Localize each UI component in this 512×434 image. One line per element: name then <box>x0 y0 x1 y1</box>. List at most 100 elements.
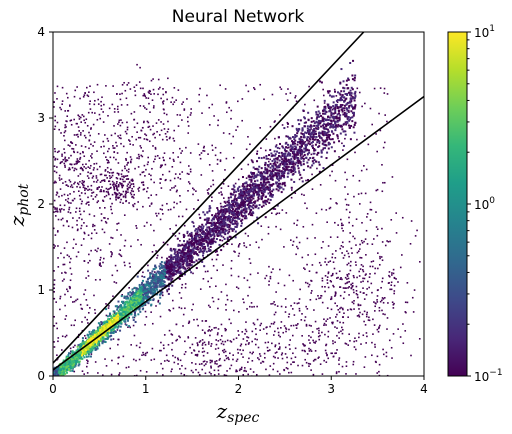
density-point <box>290 304 292 307</box>
density-point <box>128 186 130 189</box>
density-point <box>344 98 347 101</box>
density-point <box>270 322 273 325</box>
density-point <box>261 360 264 363</box>
density-point <box>261 174 264 177</box>
density-point <box>327 271 330 273</box>
density-point <box>179 264 182 267</box>
density-point <box>294 163 297 166</box>
density-point <box>89 134 91 137</box>
density-point <box>117 162 120 164</box>
density-point <box>96 250 98 253</box>
density-point <box>97 247 99 250</box>
density-point <box>103 217 105 219</box>
density-point <box>166 290 169 293</box>
density-point <box>340 330 342 333</box>
density-point <box>54 245 56 247</box>
density-point <box>81 114 84 116</box>
density-point <box>104 358 106 360</box>
density-point <box>225 303 227 306</box>
density-point <box>150 93 152 96</box>
density-point <box>284 327 287 329</box>
density-point <box>195 228 198 231</box>
density-point <box>95 232 98 234</box>
density-point <box>99 259 101 261</box>
density-point <box>57 337 60 339</box>
density-point <box>102 200 105 202</box>
density-point <box>65 126 67 128</box>
density-point <box>134 309 137 312</box>
density-point <box>130 293 133 296</box>
density-point <box>93 294 95 297</box>
density-point <box>86 304 89 306</box>
density-point <box>188 173 190 176</box>
density-point <box>228 228 231 231</box>
density-point <box>139 369 142 372</box>
density-point <box>280 305 283 308</box>
density-point <box>163 152 166 154</box>
density-point <box>358 91 361 94</box>
density-point <box>209 361 212 364</box>
density-point <box>63 204 66 207</box>
density-point <box>222 231 225 234</box>
density-point <box>72 346 75 348</box>
density-point <box>64 318 67 320</box>
density-point <box>86 86 88 89</box>
density-point <box>181 150 184 152</box>
density-point <box>163 112 166 115</box>
density-point <box>56 192 59 194</box>
density-point <box>225 374 227 376</box>
density-point <box>318 297 320 300</box>
density-point <box>189 114 192 116</box>
density-point <box>381 190 384 193</box>
density-point <box>224 327 226 330</box>
density-point <box>391 301 394 304</box>
density-point <box>410 220 413 222</box>
density-point <box>180 286 183 289</box>
density-point <box>78 160 81 163</box>
density-point <box>170 279 173 282</box>
density-point <box>354 261 357 263</box>
density-point <box>111 252 113 254</box>
density-point <box>122 196 125 198</box>
density-point <box>384 313 386 316</box>
density-point <box>238 217 241 220</box>
density-point <box>219 84 221 87</box>
density-point <box>117 222 120 225</box>
density-point <box>363 298 366 300</box>
density-point <box>384 114 386 116</box>
density-point <box>138 346 141 349</box>
density-point <box>201 250 204 253</box>
density-point <box>224 208 227 211</box>
density-point <box>172 232 174 235</box>
density-point <box>69 347 72 350</box>
density-point <box>347 262 350 265</box>
density-point <box>333 267 336 270</box>
density-point <box>109 347 112 350</box>
density-point <box>305 121 308 124</box>
density-point <box>325 344 327 347</box>
density-point <box>54 159 56 161</box>
density-point <box>162 156 164 159</box>
density-point <box>108 329 111 332</box>
density-point <box>229 340 232 342</box>
density-point <box>258 246 260 249</box>
density-point <box>348 111 350 114</box>
density-point <box>142 150 144 152</box>
density-point <box>64 304 66 307</box>
density-point <box>291 308 294 310</box>
density-point <box>266 332 268 335</box>
density-point <box>313 127 316 130</box>
density-point <box>334 221 336 224</box>
density-point <box>61 349 63 351</box>
density-point <box>388 282 390 284</box>
density-point <box>263 98 265 101</box>
density-point <box>402 342 405 345</box>
density-point <box>288 328 290 331</box>
density-point <box>292 172 295 175</box>
density-point <box>69 287 71 290</box>
density-point <box>188 321 191 323</box>
density-point <box>107 171 109 173</box>
density-point <box>225 208 228 211</box>
density-point <box>223 237 226 240</box>
density-point <box>352 174 355 177</box>
